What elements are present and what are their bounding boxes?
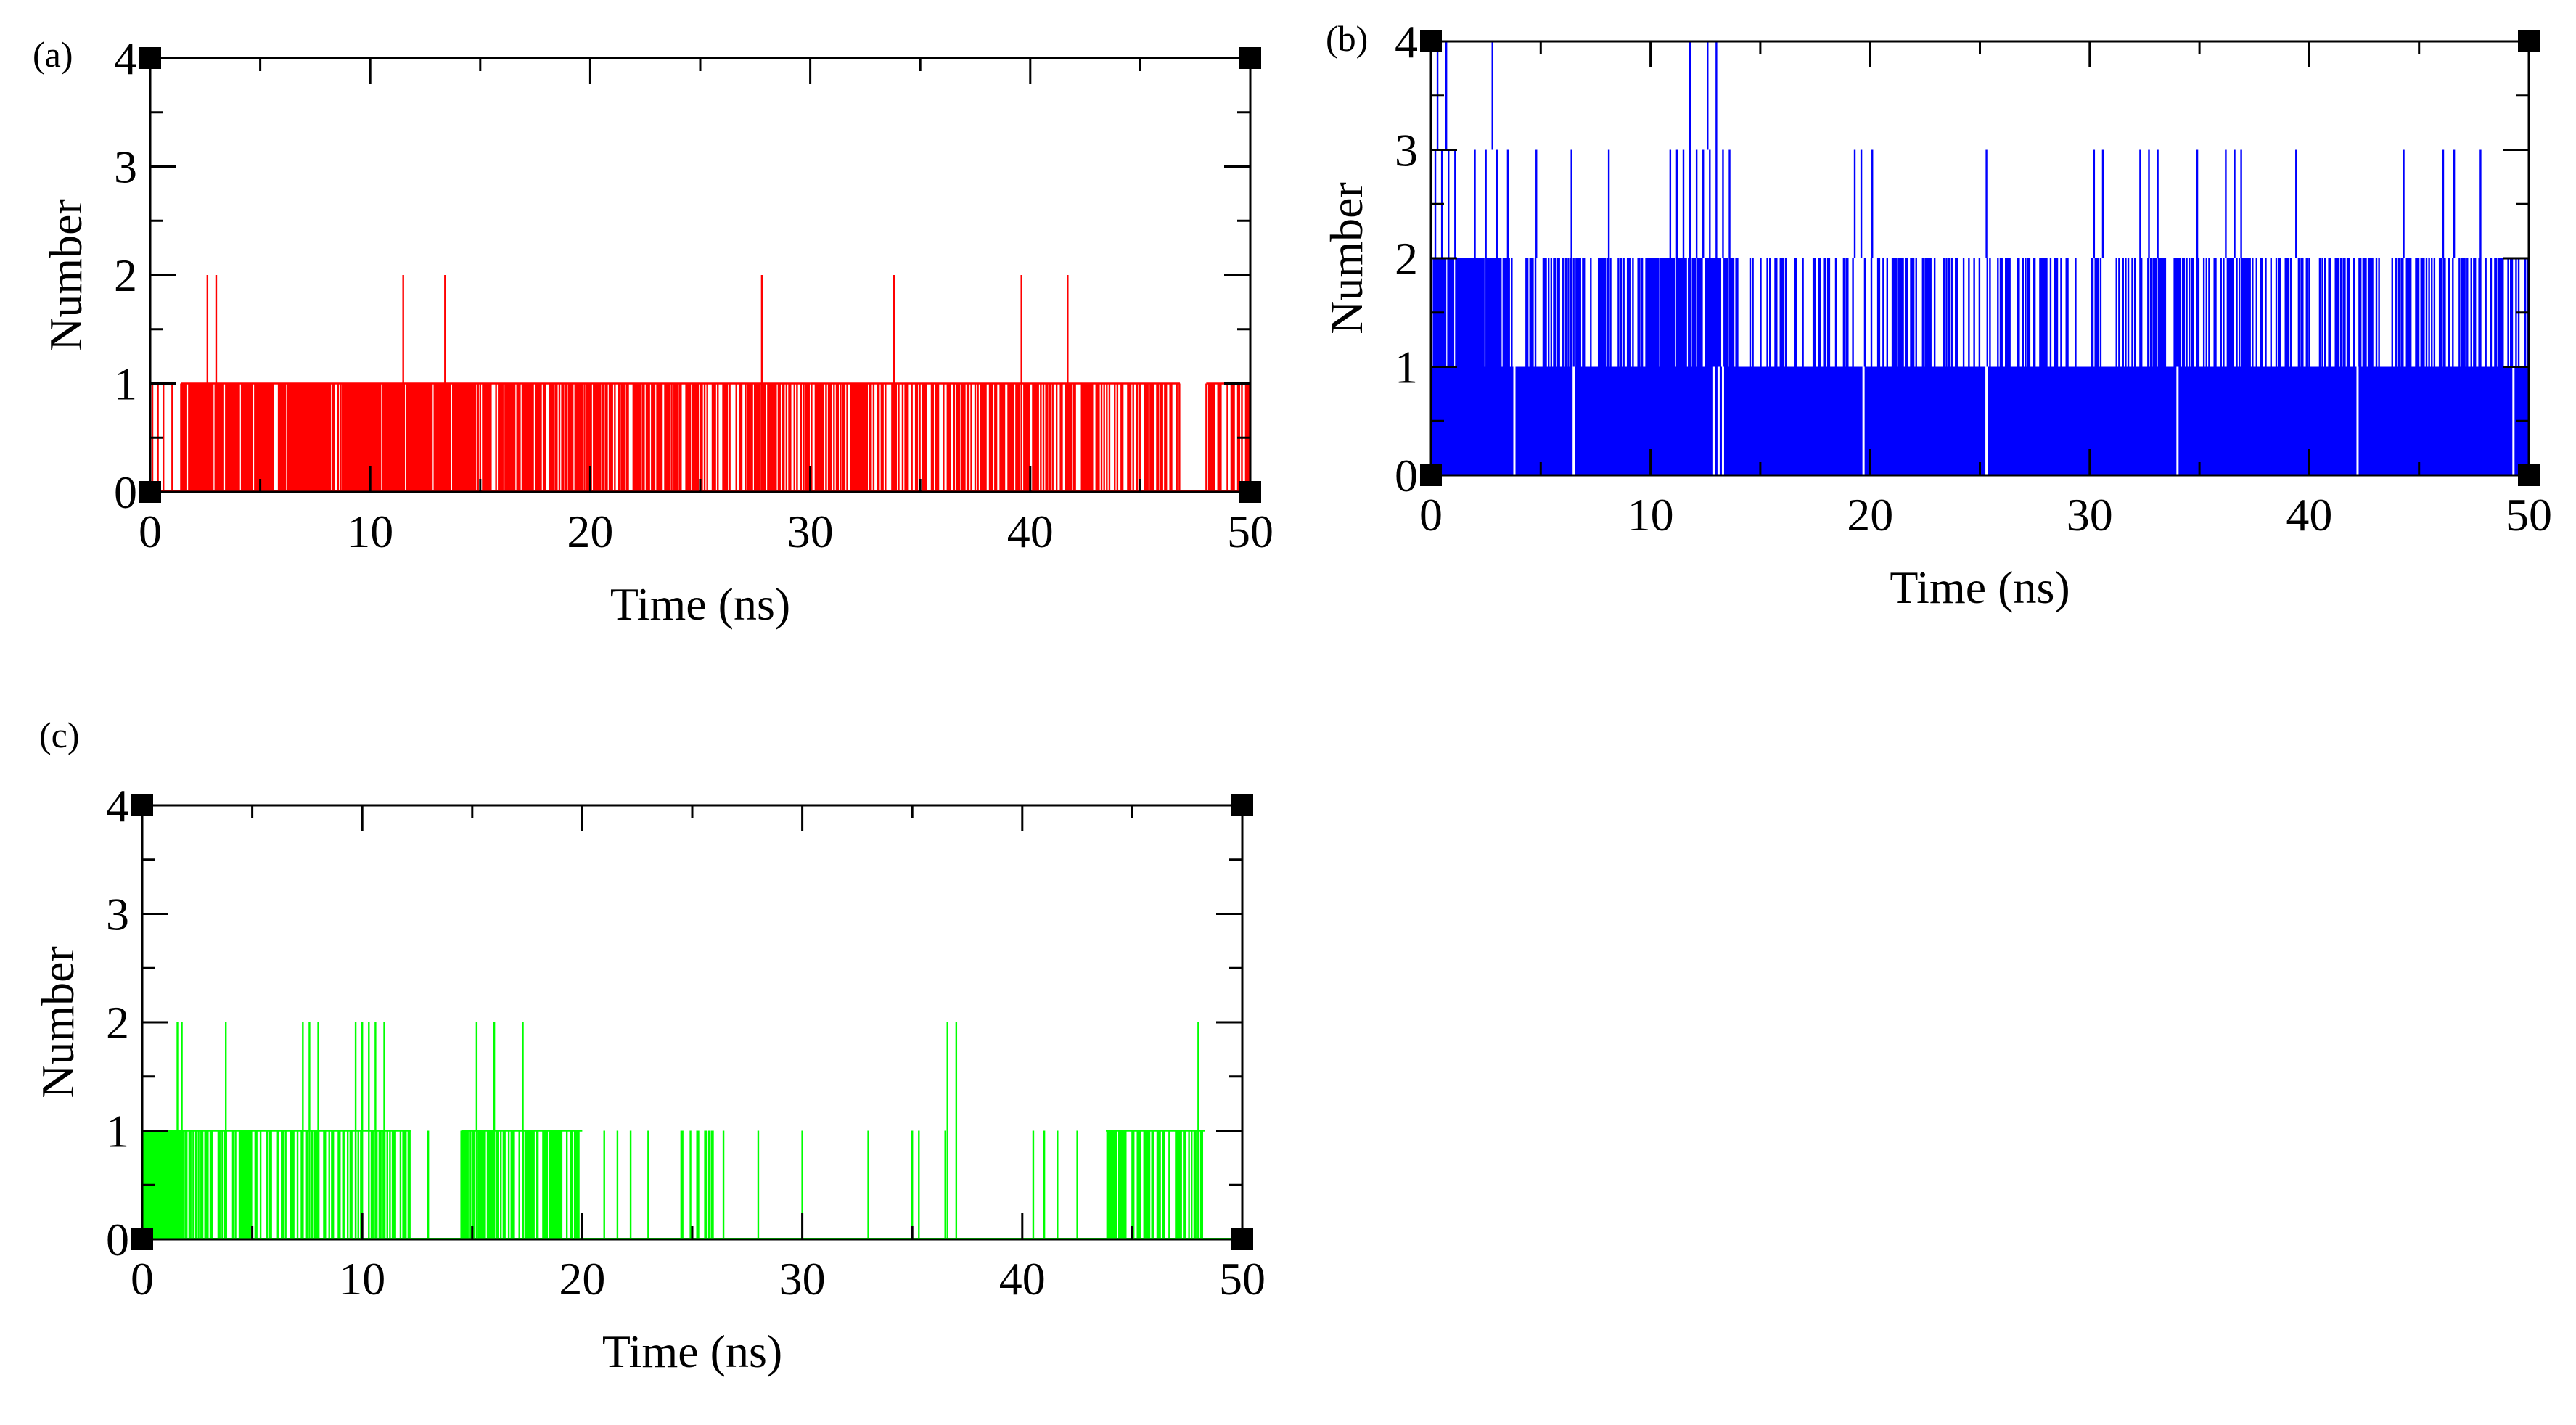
panel-a: (a) 0 10 20 30 40 50 0 1 2 3 4 Time (ns) Number xyxy=(33,33,1273,630)
data-series-a xyxy=(150,275,1250,492)
y-tick-label: 4 xyxy=(106,780,129,831)
corner-marker xyxy=(2518,30,2540,52)
x-axis-label: Time (ns) xyxy=(602,1326,782,1377)
x-tick-label: 50 xyxy=(1227,506,1273,557)
x-axis-label: Time (ns) xyxy=(1890,562,2070,613)
y-axis-label: Number xyxy=(32,946,83,1098)
corner-marker xyxy=(1420,464,1442,486)
x-tick-label: 20 xyxy=(567,506,613,557)
corner-marker xyxy=(139,481,161,503)
x-tick-label: 30 xyxy=(2067,489,2113,541)
y-tick-label: 4 xyxy=(114,33,137,84)
panel-b: (b) 0 10 20 30 40 50 0 1 2 3 4 Time (ns) Number xyxy=(1321,16,2552,613)
x-tick-label: 10 xyxy=(347,506,393,557)
y-tick-label: 3 xyxy=(114,141,137,193)
x-tick-label: 40 xyxy=(999,1253,1046,1305)
x-tick-label: 30 xyxy=(779,1253,826,1305)
y-tick-label: 1 xyxy=(1395,342,1418,393)
y-tick-label: 3 xyxy=(1395,125,1418,176)
x-axis-label: Time (ns) xyxy=(610,578,790,630)
y-tick-label: 0 xyxy=(114,467,137,518)
x-tick-label: 40 xyxy=(1007,506,1054,557)
corner-marker xyxy=(131,794,153,816)
corner-marker xyxy=(2518,464,2540,486)
y-tick-label: 0 xyxy=(106,1214,129,1265)
x-tick-label: 10 xyxy=(339,1253,385,1305)
panel-label: (a) xyxy=(33,34,73,75)
y-axis-label: Number xyxy=(40,199,91,351)
corner-marker xyxy=(1239,481,1261,503)
y-tick-label: 4 xyxy=(1395,16,1418,67)
y-tick-label: 0 xyxy=(1395,450,1418,501)
panel-label: (c) xyxy=(39,715,80,755)
x-tick-label: 0 xyxy=(1419,489,1443,541)
y-tick-label: 2 xyxy=(106,997,129,1048)
panel-label: (b) xyxy=(1326,18,1368,59)
data-series-b xyxy=(1429,41,2529,475)
x-tick-label: 30 xyxy=(787,506,834,557)
x-tick-label: 40 xyxy=(2286,489,2332,541)
corner-marker xyxy=(139,47,161,69)
y-tick-label: 1 xyxy=(106,1106,129,1157)
corner-marker xyxy=(1420,30,1442,52)
data-series-c xyxy=(141,1022,1242,1239)
y-tick-label: 1 xyxy=(114,358,137,410)
corner-marker xyxy=(1231,794,1253,816)
y-tick-label: 2 xyxy=(114,250,137,301)
y-tick-label: 2 xyxy=(1395,233,1418,284)
occupancy-fill xyxy=(1431,366,2529,475)
x-tick-label: 20 xyxy=(1847,489,1893,541)
y-tick-label: 3 xyxy=(106,889,129,940)
x-tick-label: 0 xyxy=(139,506,162,557)
corner-marker xyxy=(1231,1228,1253,1250)
panel-c: (c) 0 10 20 30 40 50 0 1 2 3 4 Time (ns) Number xyxy=(32,715,1266,1377)
y-axis-label: Number xyxy=(1321,182,1372,334)
x-tick-label: 50 xyxy=(2506,489,2552,541)
corner-marker xyxy=(1239,47,1261,69)
x-tick-label: 50 xyxy=(1219,1253,1266,1305)
x-tick-label: 0 xyxy=(131,1253,154,1305)
x-tick-label: 20 xyxy=(559,1253,605,1305)
x-tick-label: 10 xyxy=(1628,489,1674,541)
corner-marker xyxy=(131,1228,153,1250)
